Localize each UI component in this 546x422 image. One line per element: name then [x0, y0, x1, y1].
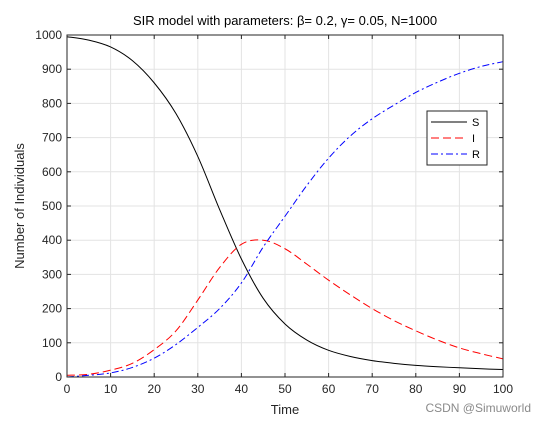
y-tick-label: 0	[55, 370, 62, 384]
x-axis-label: Time	[271, 402, 299, 417]
x-tick-label: 60	[322, 382, 336, 396]
y-axis-label: Number of Individuals	[12, 143, 27, 269]
series-line-r	[66, 61, 504, 378]
y-tick-label: 600	[42, 165, 62, 179]
y-tick-label: 500	[42, 199, 62, 213]
y-tick-label: 300	[42, 267, 62, 281]
x-tick-label: 20	[148, 382, 162, 396]
legend-label-s: S	[472, 117, 479, 129]
y-tick-label: 700	[42, 131, 62, 145]
y-tick-label: 800	[42, 96, 62, 110]
y-tick-label: 1000	[35, 28, 62, 42]
x-tick-label: 0	[64, 382, 71, 396]
x-tick-label: 90	[453, 382, 467, 396]
legend-label-r: R	[472, 149, 480, 161]
legend: SIR	[426, 110, 488, 166]
x-tick-label: 50	[278, 382, 292, 396]
x-tick-label: 10	[104, 382, 118, 396]
y-tick-label: 900	[42, 62, 62, 76]
watermark-text: CSDN @Simuworld	[425, 401, 531, 415]
x-tick-label: 100	[493, 382, 513, 396]
axis-ticks: 0 10 20 30 40 50 60 70 80 90 100010020030040050060…	[35, 28, 513, 396]
series-line-i	[66, 239, 504, 376]
chart-title: SIR model with parameters: β= 0.2, γ= 0.…	[133, 13, 437, 28]
series-line-s	[66, 36, 504, 370]
legend-label-i: I	[472, 133, 475, 145]
x-tick-label: 30	[191, 382, 205, 396]
x-tick-label: 80	[409, 382, 423, 396]
x-tick-label: 70	[366, 382, 380, 396]
y-tick-label: 400	[42, 233, 62, 247]
y-tick-label: 100	[42, 336, 62, 350]
y-tick-label: 200	[42, 302, 62, 316]
x-tick-label: 40	[235, 382, 249, 396]
series-lines	[66, 36, 504, 378]
